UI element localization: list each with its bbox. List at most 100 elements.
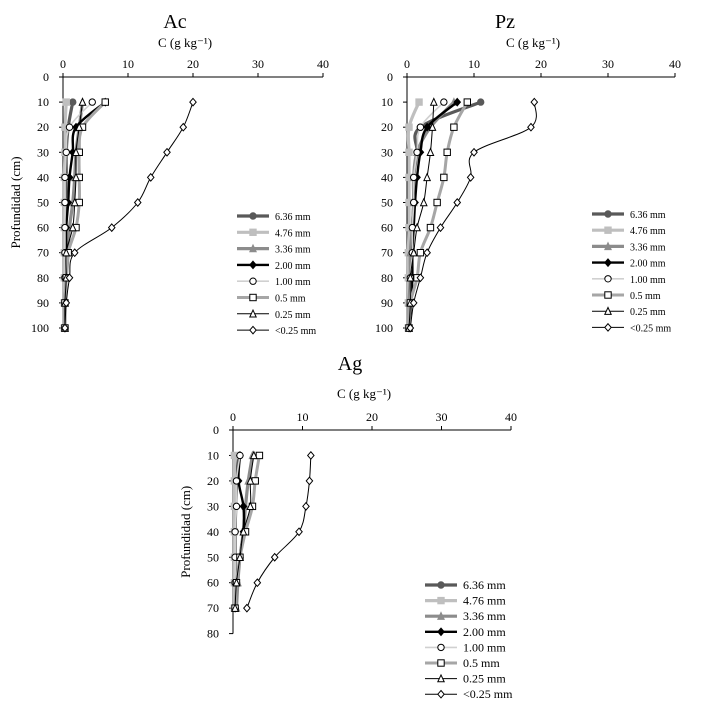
data-point [75,122,84,131]
data-point [235,552,244,561]
x-tick-label: 20 [535,57,547,71]
data-point [101,98,109,106]
y-tick-label: 60 [381,221,393,235]
series-line [409,101,537,329]
y-tick-label: 90 [37,296,49,310]
chart-title: Pz [495,11,515,33]
data-point [249,243,257,253]
y-axis-label: Profundidad (cm) [178,486,193,578]
data-point [604,275,612,283]
y-tick-label: 30 [37,145,49,159]
data-point [415,98,423,106]
y-tick-label: 60 [37,221,49,235]
x-axis-label: C (g kg⁻¹) [158,35,212,50]
y-tick-label: 20 [37,120,49,134]
legend-label: <0.25 mm [463,687,513,701]
legend-label: <0.25 mm [630,323,671,334]
series [406,97,539,333]
y-tick-label: 100 [31,321,49,335]
data-point [406,272,415,282]
data-point [133,198,142,207]
data-point [604,226,612,234]
y-tick-label: 70 [37,246,49,260]
data-point [65,273,74,283]
series-line [407,100,469,330]
data-point [249,450,258,460]
y-tick-label: 70 [381,246,393,260]
legend-label: 0.25 mm [275,310,311,321]
series-line [407,100,483,330]
data-point [429,97,438,106]
legend-label: 0.5 mm [275,294,306,305]
legend-label: 6.36 mm [275,212,311,223]
data-point [436,223,445,233]
y-tick-label: 50 [37,196,49,210]
chart-title: Ac [163,11,186,33]
data-point [440,98,448,106]
data-point [255,451,264,460]
y-tick-label: 0 [213,423,219,437]
data-point [62,247,71,257]
data-point [69,98,77,106]
data-point [604,291,612,299]
data-point [437,581,445,589]
data-point [416,273,425,283]
y-tick-label: 60 [207,576,219,590]
series-line [408,101,435,329]
y-tick-label: 70 [207,601,219,615]
legend-label: 1.00 mm [630,275,666,286]
y-tick-label: 10 [381,95,393,109]
legend-label: 1.00 mm [275,277,311,288]
data-point [410,198,418,207]
data-point [232,477,241,485]
data-point [305,476,314,486]
data-point [65,123,74,131]
legend: 6.36 mm4.76 mm3.36 mm2.00 mm1.00 mm0.5 m… [237,212,316,337]
data-point [246,476,255,485]
x-tick-label: 30 [252,57,264,71]
data-point [437,673,445,683]
data-point [189,97,197,107]
data-point [423,172,432,182]
y-tick-label: 30 [207,499,219,513]
data-point [437,627,445,637]
data-point [437,643,445,652]
data-point [428,122,437,131]
data-point [604,258,612,268]
legend: 6.36 mm4.76 mm3.36 mm2.00 mm1.00 mm0.5 m… [592,210,671,334]
chart-panel-pz: Pz C (g kg⁻¹) 0 10 20 30 40 0 10 20 30 40 50 60 70 80 90… [375,11,681,335]
y-tick-label: 50 [207,550,219,564]
y-axis-label: Profundidad (cm) [8,156,23,248]
y-tick-label: 40 [37,170,49,184]
legend-label: 0.5 mm [630,291,661,302]
data-point [443,148,451,157]
data-point [409,247,418,257]
legend-label: 6.36 mm [630,210,666,221]
data-point [61,323,69,333]
data-point [249,277,257,285]
y-tick-label: 100 [375,321,393,335]
x-tick-label: 10 [468,57,480,71]
y-tick-label: 40 [207,525,219,539]
legend: 6.36 mm4.76 mm3.36 mm2.00 mm1.00 mm0.5 m… [425,578,513,701]
data-point [302,501,310,511]
data-point [107,223,116,233]
data-point [146,172,155,182]
x-axis-label: C (g kg⁻¹) [337,386,391,401]
data-point [62,298,71,308]
data-point [62,98,70,106]
data-point [440,173,448,182]
data-point [604,241,612,251]
y-tick-label: 20 [207,474,219,488]
series [61,97,197,333]
data-point [405,123,413,131]
series-line [64,101,83,329]
chart-panel-ag: Ag C (g kg⁻¹) Profundidad (cm) 0 10 20 30 40 0 10… [178,353,517,701]
x-tick-label: 0 [60,57,66,71]
data-point [68,222,77,232]
x-tick-label: 20 [187,57,199,71]
data-point [72,172,80,182]
data-point [249,293,257,302]
